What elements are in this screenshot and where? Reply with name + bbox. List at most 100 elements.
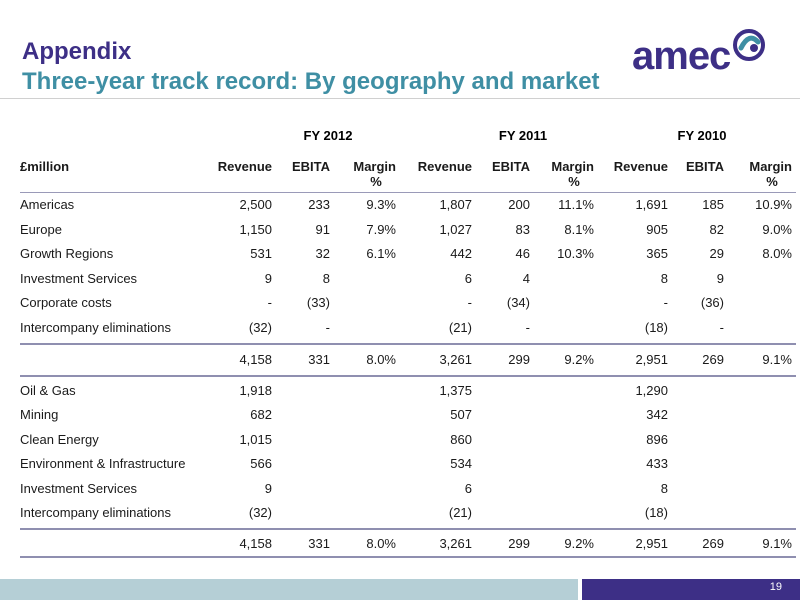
table-cell: - [467, 295, 472, 310]
table-cell [722, 268, 792, 290]
table-cell [654, 453, 724, 475]
table-cell: 1,918 [239, 383, 272, 398]
table-cell [326, 404, 396, 426]
table-cell: 342 [646, 407, 668, 422]
row-label: Intercompany eliminations [20, 320, 172, 335]
table-cell [460, 502, 530, 524]
table-cell: 299 [508, 536, 530, 551]
table-cell [654, 404, 724, 426]
table-divider [20, 528, 796, 530]
table-cell [722, 453, 792, 475]
page-number: 19 [769, 581, 782, 593]
table-cell: 2,500 [239, 197, 272, 212]
table-cell: 9 [264, 481, 272, 496]
table-cell: 1,027 [439, 222, 472, 237]
table-cell: (18) [644, 320, 668, 335]
column-header: EBITA [291, 159, 330, 174]
table-cell: 46 [515, 246, 530, 261]
table-cell: 185 [702, 197, 724, 212]
table-cell [654, 478, 724, 500]
table-cell: - [719, 320, 724, 335]
table-cell: (32) [248, 320, 272, 335]
table-cell: 9 [716, 271, 724, 286]
column-header-row: £million Revenue EBITA Margin% Revenue EBITA M… [20, 156, 796, 190]
table-cell [460, 404, 530, 426]
row-label: Growth Regions [20, 246, 114, 261]
table-cell: 905 [646, 222, 668, 237]
column-header: Revenue [217, 159, 272, 174]
column-header: Revenue [417, 159, 472, 174]
table-cell [524, 429, 594, 451]
table-cell [460, 453, 530, 475]
page-title: Appendix [22, 38, 132, 65]
table-cell: 8 [660, 481, 668, 496]
table-cell: 1,807 [439, 197, 472, 212]
column-header: EBITA [491, 159, 530, 174]
table-cell [524, 268, 594, 290]
table-cell: 8.1% [564, 222, 594, 237]
table-cell: 6 [464, 271, 472, 286]
table-cell [326, 453, 396, 475]
table-cell [524, 502, 594, 524]
table-cell [326, 478, 396, 500]
table-cell [260, 404, 330, 426]
amec-logo: amec [632, 22, 772, 80]
table-cell: 83 [515, 222, 530, 237]
column-header-margin-unit: % [568, 174, 580, 189]
column-header: Revenue [613, 159, 668, 174]
table-cell [524, 317, 594, 339]
table-cell: 4 [522, 271, 530, 286]
table-cell: 331 [308, 536, 330, 551]
table-cell [524, 292, 594, 314]
row-label: Corporate costs [20, 295, 112, 310]
table-cell: 82 [709, 222, 724, 237]
table-cell: 2,951 [635, 352, 668, 367]
table-cell: 269 [702, 352, 724, 367]
table-divider [20, 343, 796, 345]
table-cell: - [325, 320, 330, 335]
table-cell [722, 429, 792, 451]
row-label: Investment Services [20, 481, 138, 496]
column-header-margin: Margin [749, 159, 792, 174]
table-row: Oil & Gas 1,918 1,375 1,290 [20, 380, 796, 402]
column-header-margin: Margin [353, 159, 396, 174]
table-cell: 682 [250, 407, 272, 422]
column-header-margin-unit: % [766, 174, 778, 189]
table-cell: 331 [308, 352, 330, 367]
table-cell: 896 [646, 432, 668, 447]
table-cell: 8.0% [366, 536, 396, 551]
row-label: Americas [20, 197, 75, 212]
table-cell [326, 268, 396, 290]
table-cell: 7.9% [366, 222, 396, 237]
row-label: Oil & Gas [20, 383, 76, 398]
row-label: Environment & Infrastructure [20, 456, 186, 471]
table-cell: 9.1% [762, 352, 792, 367]
title-divider [0, 98, 800, 99]
table-cell [260, 453, 330, 475]
table-cell: 1,150 [239, 222, 272, 237]
table-cell: (36) [700, 295, 724, 310]
table-cell: 8.0% [762, 246, 792, 261]
table-cell: 9.3% [366, 197, 396, 212]
table-cell: 442 [450, 246, 472, 261]
table-cell [326, 292, 396, 314]
column-header-margin: Margin [551, 159, 594, 174]
table-cell: 3,261 [439, 352, 472, 367]
table-cell: 534 [450, 456, 472, 471]
table-cell: 8.0% [366, 352, 396, 367]
year-header-fy2011: FY 2011 [498, 128, 548, 143]
table-cell [524, 478, 594, 500]
table-cell [326, 317, 396, 339]
table-cell: 8 [322, 271, 330, 286]
table-row: Environment & Infrastructure 566 534 433 [20, 453, 796, 475]
table-cell: 32 [315, 246, 330, 261]
table-cell: 507 [450, 407, 472, 422]
footer-bar-right [582, 579, 800, 600]
table-cell [524, 404, 594, 426]
table-cell: 8 [660, 271, 668, 286]
table-row: Intercompany eliminations (32) (21) (18) [20, 502, 796, 524]
table-cell: 1,375 [439, 383, 472, 398]
table-cell [722, 404, 792, 426]
table-cell: (32) [248, 505, 272, 520]
